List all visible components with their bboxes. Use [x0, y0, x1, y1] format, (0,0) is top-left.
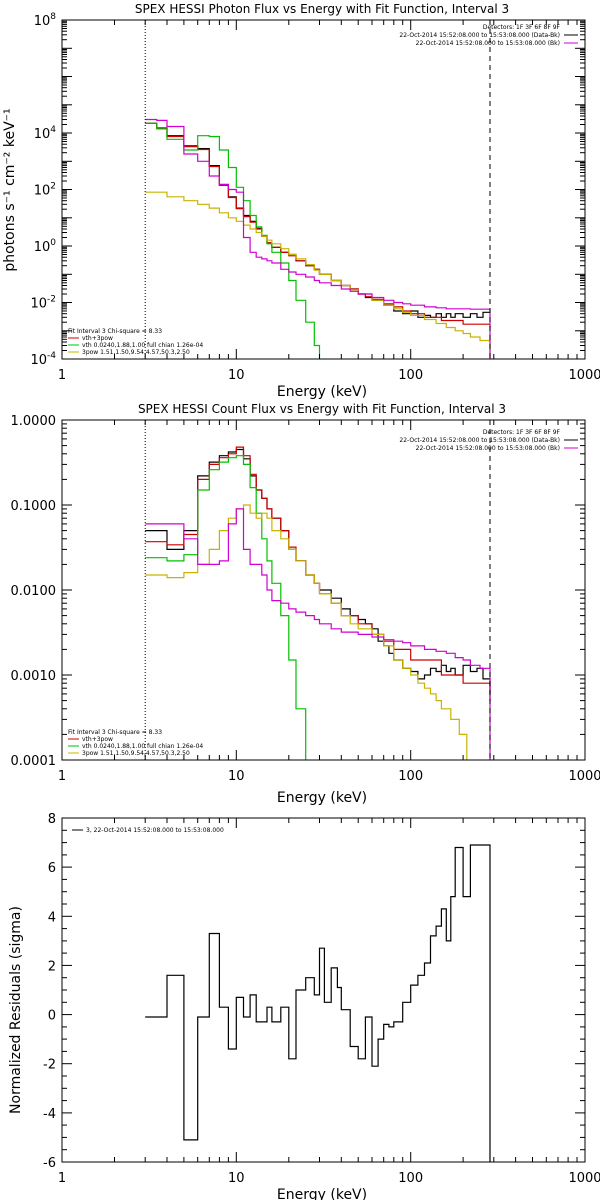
y-tick-exponent: 2: [50, 182, 56, 192]
y-tick-label: -6: [43, 1156, 56, 1171]
y-tick-label: 100: [34, 238, 57, 255]
y-tick-label: 0.0001: [11, 754, 57, 769]
legend-right-entry: Detectors: 1F 3F 6F 8F 9F: [483, 24, 561, 31]
y-tick-label: 0: [48, 1009, 56, 1024]
y-tick-label: 2: [48, 959, 56, 974]
series-3pow: [145, 504, 468, 760]
x-tick-label: 1: [58, 769, 66, 784]
series-3pow: [145, 191, 491, 359]
y-tick-label: 102: [34, 182, 56, 199]
legend-right-entry: Detectors: 1F 3F 6F 8F 9F: [483, 429, 561, 436]
y-tick-label: -2: [43, 1058, 56, 1073]
y-tick-exponent: 4: [50, 125, 56, 135]
series-layer: [145, 118, 491, 359]
series-vth-3pow: [145, 122, 491, 328]
x-tick-label: 10: [228, 769, 245, 784]
x-tick-label: 1: [58, 368, 66, 383]
legend-left-entry: vth+3pow: [82, 736, 113, 743]
plot-area: 1 10 100 1000 -6 -4 -2 0 2 4 6 8 3, 22-Oct-2014 15:5…: [43, 812, 600, 1186]
legend-left-entry: 3pow 1.51,1.50,9.54,4.57,50.3,2.50: [82, 349, 190, 356]
legend-right-entry: 22-Oct-2014 15:52:08.000 to 15:53:08.000…: [416, 445, 560, 452]
y-tick-label: 10-4: [30, 351, 56, 368]
y-tick-exponent: 8: [50, 12, 56, 22]
y-tick-label: 108: [34, 12, 57, 29]
series-vth: [145, 455, 307, 760]
legend-left-entry: vth 0.0240,1.88,1.00 full chian 1.26e-04: [82, 743, 203, 750]
x-tick-label: 1000: [568, 1171, 600, 1186]
panel-title: SPEX HESSI Count Flux vs Energy with Fit…: [138, 402, 506, 416]
x-axis-label: Energy (keV): [277, 790, 367, 806]
photon-flux-panel: SPEX HESSI Photon Flux vs Energy with Fi…: [2, 2, 600, 400]
count-flux-panel: SPEX HESSI Count Flux vs Energy with Fit…: [11, 402, 600, 806]
y-tick-exponent: -4: [47, 351, 56, 361]
y-tick-label: 4: [48, 910, 56, 925]
panel-title: SPEX HESSI Photon Flux vs Energy with Fi…: [135, 2, 509, 16]
series-3-22-oct-2014-15-52-08-000-to-15-53-08-000: [145, 844, 491, 1162]
y-tick-label: 1.0000: [11, 414, 57, 429]
plot-area: 1 10 100 1000 0.0001 0.0010 0.0100 0.1000 1.0000…: [11, 414, 600, 784]
series-vth-3pow: [145, 446, 491, 694]
y-tick-label: 0.0100: [11, 584, 57, 599]
plot-area: 1 10 100 100010-410-2100102104108Detectors:…: [30, 12, 600, 383]
x-tick-label: 1: [58, 1171, 66, 1186]
x-tick-label: 100: [398, 1171, 423, 1186]
series-layer: [145, 446, 491, 760]
y-tick-base: 10: [34, 184, 51, 199]
legend-left-entry: 3pow 1.51,1.50,9.54,4.57,50.3,2.50: [82, 750, 190, 757]
x-tick-label: 1000: [568, 769, 600, 784]
legend-left-entry: 3, 22-Oct-2014 15:52:08.000 to 15:53:08.…: [86, 827, 224, 834]
x-tick-label: 10: [228, 368, 245, 383]
y-tick-exponent: -2: [47, 295, 56, 305]
x-tick-label: 10: [228, 1171, 245, 1186]
y-tick-label: 10-2: [30, 295, 56, 312]
y-tick-label: 104: [34, 125, 57, 142]
x-tick-label: 1000: [568, 368, 600, 383]
legend-left-entry: vth+3pow: [82, 335, 113, 342]
y-tick-label: 8: [48, 812, 56, 827]
legend-right-entry: 22-Oct-2014 15:52:08.000 to 15:53:08.000…: [416, 40, 560, 47]
y-tick-label: 0.0010: [11, 669, 57, 684]
series-layer: [145, 844, 491, 1162]
y-tick-label: 0.1000: [11, 499, 57, 514]
x-axis-label: Energy (keV): [277, 384, 367, 400]
series-bk: [145, 508, 491, 760]
legend-left-entry: Fit Interval 3 Chi-square = 8.33: [68, 729, 162, 736]
series-bk: [145, 118, 491, 359]
y-tick-exponent: 0: [50, 238, 56, 248]
y-axis-label: Normalized Residuals (sigma): [8, 906, 24, 1114]
y-tick-base: 10: [34, 127, 51, 142]
y-axis-label: photons s⁻¹ cm⁻² keV⁻¹: [2, 108, 18, 271]
series-vth: [145, 122, 321, 359]
legend-right-entry: 22-Oct-2014 15:52:08.000 to 15:53:08.000…: [399, 437, 560, 444]
y-tick-base: 10: [30, 297, 47, 312]
y-tick-base: 10: [30, 353, 47, 368]
y-tick-label: -4: [43, 1107, 56, 1122]
legend-left-entry: Fit Interval 3 Chi-square = 8.33: [68, 328, 162, 335]
x-tick-label: 100: [398, 368, 423, 383]
x-tick-label: 100: [398, 769, 423, 784]
y-tick-base: 10: [34, 14, 51, 29]
x-axis-label: Energy (keV): [277, 1187, 367, 1200]
y-tick-label: 6: [48, 861, 56, 876]
legend-left-entry: vth 0.0240,1.88,1.00 full chian 1.26e-04: [82, 342, 203, 349]
residuals-panel: Energy (keV) Normalized Residuals (sigma…: [8, 812, 600, 1200]
y-tick-base: 10: [34, 240, 51, 255]
legend-right-entry: 22-Oct-2014 15:52:08.000 to 15:53:08.000…: [399, 32, 560, 39]
